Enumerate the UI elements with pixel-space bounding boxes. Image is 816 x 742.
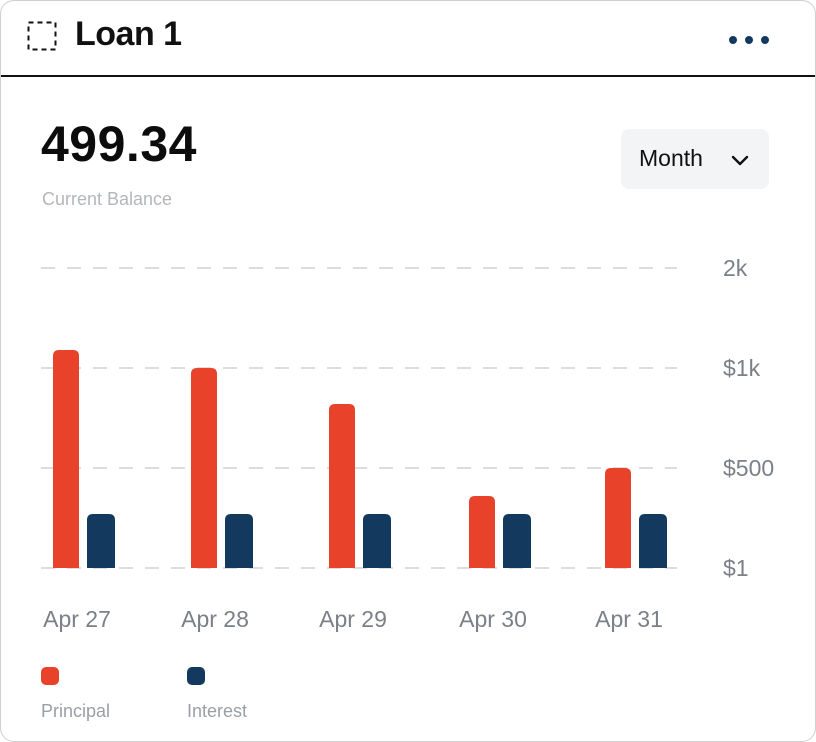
principal-bar	[53, 350, 79, 568]
x-tick-label: Apr 30	[459, 606, 527, 632]
x-tick-label: Apr 27	[43, 606, 111, 632]
y-tick-label: $1k	[723, 355, 761, 381]
interest-bar	[363, 514, 391, 568]
period-dropdown[interactable]: Month	[621, 129, 769, 189]
current-balance-value: 499.34	[41, 116, 197, 172]
interest-bar	[225, 514, 253, 568]
card-header: Loan 1	[1, 1, 815, 77]
dashed-square-icon[interactable]	[27, 21, 57, 51]
card-title: Loan 1	[75, 15, 182, 53]
x-tick-label: Apr 31	[595, 606, 663, 632]
legend-swatch-principal	[41, 667, 59, 685]
interest-bar	[503, 514, 531, 568]
current-balance-label: Current Balance	[42, 189, 173, 209]
legend-swatch-interest	[187, 667, 205, 685]
legend-label-interest: Interest	[187, 701, 248, 721]
y-tick-label: $1	[723, 555, 749, 581]
loan-bar-chart: $1 $500 $1k 2k Apr 27 Apr 28 Apr 29 Apr 30 Apr 3…	[41, 255, 774, 632]
x-tick-label: Apr 28	[181, 606, 249, 632]
x-tick-label: Apr 29	[319, 606, 387, 632]
principal-bar	[191, 368, 217, 568]
principal-bar	[469, 496, 495, 568]
principal-bar	[605, 468, 631, 568]
legend-label-principal: Principal	[41, 701, 111, 721]
interest-bar	[639, 514, 667, 568]
y-tick-label: 2k	[723, 255, 748, 281]
principal-bar	[329, 404, 355, 568]
y-tick-label: $500	[723, 455, 774, 481]
more-horizontal-icon[interactable]	[723, 29, 775, 51]
period-dropdown-value: Month	[639, 145, 703, 171]
chevron-down-icon	[731, 155, 749, 166]
interest-bar	[87, 514, 115, 568]
